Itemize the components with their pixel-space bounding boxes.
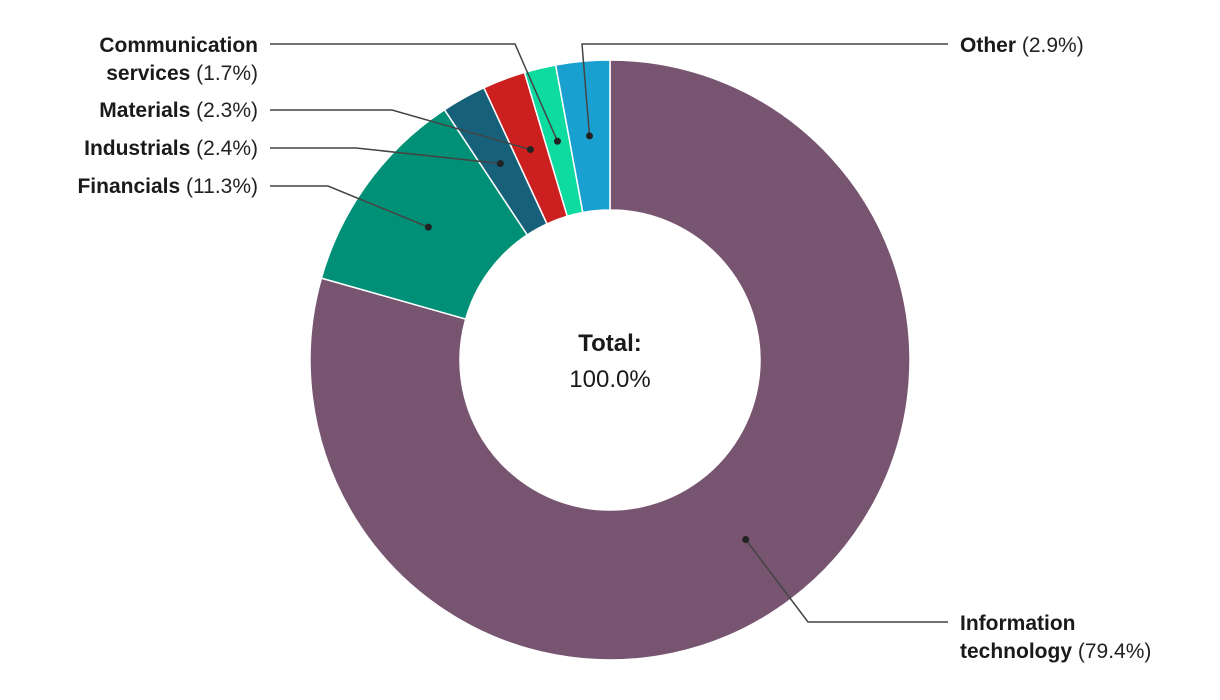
- label-communication-services-name: Communication: [99, 34, 258, 57]
- label-materials-name: Materials: [99, 99, 190, 122]
- leader-dot-information-technology: [742, 536, 750, 544]
- label-other-value: (2.9%): [1016, 34, 1084, 57]
- leader-line-other: [581, 43, 948, 136]
- label-information-technology-value: (79.4%): [1072, 640, 1151, 663]
- leader-dot-other: [586, 132, 594, 140]
- slices-group: [309, 59, 911, 661]
- label-other-line-1: Other (2.9%): [960, 34, 1084, 57]
- label-information-technology-line-2: technology (79.4%): [960, 640, 1151, 663]
- label-communication-services-line-1: Communication: [99, 34, 258, 57]
- leader-line-materials: [270, 109, 531, 151]
- leader-dot-industrials: [496, 160, 504, 168]
- slice-other: [554, 59, 611, 214]
- label-information-technology-name: technology: [960, 640, 1072, 663]
- label-communication-services-line-2: services (1.7%): [106, 62, 258, 85]
- label-financials-value: (11.3%): [180, 175, 258, 198]
- label-other-name: Other: [960, 34, 1016, 57]
- leader-dot-communication-services: [553, 137, 561, 145]
- labels-group: Information technology (79.4%) Financials …: [77, 34, 1151, 663]
- leader-line-financials: [270, 185, 429, 228]
- label-industrials-line-1: Industrials (2.4%): [84, 137, 258, 160]
- label-financials-name: Financials: [77, 175, 180, 198]
- leader-dot-financials: [424, 223, 432, 231]
- label-materials-value: (2.3%): [190, 99, 258, 122]
- leaders-group: [270, 43, 948, 623]
- label-materials-line-1: Materials (2.3%): [99, 99, 258, 122]
- label-industrials-value: (2.4%): [190, 137, 258, 160]
- label-information-technology-name: Information: [960, 612, 1076, 635]
- leader-line-communication-services: [270, 43, 559, 142]
- label-communication-services-name: services: [106, 62, 190, 85]
- label-communication-services-value: (1.7%): [190, 62, 258, 85]
- slice-information-technology: [309, 59, 911, 661]
- center-title: Total:: [578, 330, 642, 357]
- label-information-technology-line-1: Information: [960, 612, 1076, 635]
- label-financials-line-1: Financials (11.3%): [77, 175, 258, 198]
- center-value: 100.0%: [569, 366, 650, 393]
- label-industrials-name: Industrials: [84, 137, 190, 160]
- leader-line-industrials: [270, 147, 501, 165]
- leader-line-information-technology: [745, 539, 948, 623]
- leader-dot-materials: [526, 146, 534, 154]
